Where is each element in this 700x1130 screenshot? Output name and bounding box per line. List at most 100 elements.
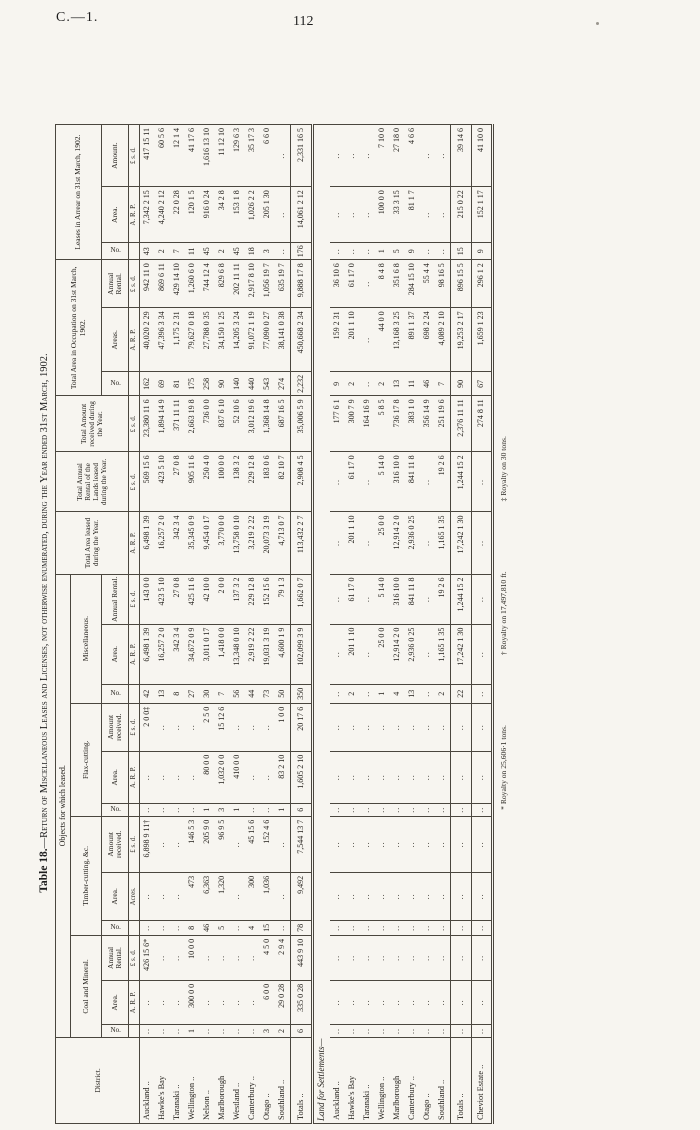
data-cell: 11 [405, 371, 420, 396]
unit-label: A. R. P. [128, 980, 140, 1025]
data-cell: 12 1 4 [170, 124, 185, 187]
data-cell: 20 17 6 [290, 703, 313, 752]
data-cell: .. [471, 872, 493, 921]
data-cell: .. [139, 920, 155, 936]
data-cell: 77,090 0 27 [260, 307, 275, 372]
data-cell: .. [360, 1024, 375, 1038]
data-cell: .. [360, 935, 375, 981]
data-cell: 25 0 0 [375, 511, 390, 575]
data-cell: 4 5 0 [260, 935, 275, 981]
data-cell: 6 [290, 1024, 313, 1038]
data-cell: .. [245, 1024, 260, 1038]
data-cell: .. [345, 124, 360, 187]
unit-label [128, 1024, 140, 1038]
col-header-total-amount-received: Total Amount received during the Year. [55, 395, 129, 452]
unit-label: £ s. d. [128, 703, 140, 752]
data-cell: 79 1 3 [275, 574, 291, 625]
data-cell: 9,492 [290, 872, 313, 921]
data-cell: .. [405, 920, 420, 936]
data-cell: 177 6 1 [330, 395, 345, 452]
data-cell: .. [471, 751, 493, 804]
data-cell: .. [420, 920, 435, 936]
data-cell: .. [155, 1024, 170, 1038]
unit-label: £ s. d. [128, 259, 140, 308]
data-cell: .. [155, 703, 170, 752]
data-cell: .. [390, 980, 405, 1025]
data-cell: 1,320 [215, 872, 230, 921]
data-cell: 44 [245, 684, 260, 704]
data-cell: 896 15 5 [450, 259, 472, 308]
row-label-district: Otago .. [260, 1037, 275, 1124]
data-cell: 34,672 0 9 [185, 624, 200, 685]
unit-label: A. R. P. [128, 307, 140, 372]
data-cell: .. [375, 803, 390, 817]
data-cell: 4,089 2 10 [435, 307, 451, 372]
data-cell: 4,713 0 7 [275, 511, 291, 575]
unit-label: £ s. d. [128, 935, 140, 981]
subcol-header: Area. [101, 751, 129, 804]
data-cell: 6,363 [200, 872, 215, 921]
footnotes: * Royalty on 25,606·1 tons. † Royalty on… [499, 122, 508, 1124]
data-cell: 1 [230, 803, 245, 817]
data-cell: .. [420, 624, 435, 685]
data-cell: 152 4 6 [260, 816, 275, 873]
data-cell: 12,914 2 0 [390, 511, 405, 575]
data-cell: .. [435, 935, 451, 981]
data-cell: .. [435, 186, 451, 243]
data-cell: 635 19 7 [275, 259, 291, 308]
data-cell: 10 0 0 [185, 935, 200, 981]
subcol-header-no: No. [101, 684, 129, 704]
data-cell: 7 [170, 242, 185, 260]
data-cell: 30 [200, 684, 215, 704]
data-cell: .. [420, 751, 435, 804]
data-cell: .. [139, 803, 155, 817]
data-cell: 143 0 0 [139, 574, 155, 625]
data-cell: 34,150 1 25 [215, 307, 230, 372]
data-cell: .. [450, 816, 472, 873]
data-cell: 426 15 6* [139, 935, 155, 981]
data-cell: .. [435, 803, 451, 817]
group-header-timber-cutting: Timber-cutting, &c. [70, 816, 102, 936]
data-cell: 23,380 11 6 [139, 395, 155, 452]
data-cell: .. [360, 803, 375, 817]
data-cell: 34 2 8 [215, 186, 230, 243]
data-cell: 443 9 10 [290, 935, 313, 981]
data-cell: .. [170, 980, 185, 1025]
data-cell: 175 [185, 371, 200, 396]
data-cell: .. [139, 1024, 155, 1038]
data-cell: .. [230, 872, 245, 921]
data-cell: 1,659 1 23 [471, 307, 493, 372]
data-cell: 417 15 11 [139, 124, 155, 187]
data-cell: .. [330, 684, 345, 704]
data-cell: .. [471, 703, 493, 752]
subcol-header-no: No. [101, 242, 129, 260]
data-cell: 429 14 10 [170, 259, 185, 308]
data-cell: 90 [215, 371, 230, 396]
data-cell: 2,936 0 25 [405, 511, 420, 575]
data-cell: .. [200, 980, 215, 1025]
data-cell: 137 3 2 [230, 574, 245, 625]
data-cell: .. [405, 803, 420, 817]
row-label-district: Nelson .. [200, 1037, 215, 1124]
data-cell: 342 3 4 [170, 511, 185, 575]
data-cell: .. [345, 935, 360, 981]
data-cell: 440 [245, 371, 260, 396]
page-number: 112 [293, 14, 314, 29]
data-cell: .. [375, 980, 390, 1025]
data-cell: 100 0 0 [375, 186, 390, 243]
data-cell: .. [155, 803, 170, 817]
data-cell: 2 [435, 684, 451, 704]
data-cell: .. [230, 703, 245, 752]
data-cell: 300 [245, 872, 260, 921]
data-cell: 153 1 8 [230, 186, 245, 243]
data-cell: .. [215, 935, 230, 981]
table-row: Totals .................... 22 17,242 1 30… [450, 124, 472, 1124]
data-cell: 13 [155, 684, 170, 704]
data-cell: .. [471, 511, 493, 575]
unit-label: Acres. [128, 872, 140, 921]
data-cell: .. [450, 703, 472, 752]
subcol-header-no: No. [101, 1024, 129, 1038]
subcol-header: Annual Rental. [101, 935, 129, 981]
data-cell: 274 8 11 [471, 395, 493, 452]
data-cell: .. [345, 186, 360, 243]
